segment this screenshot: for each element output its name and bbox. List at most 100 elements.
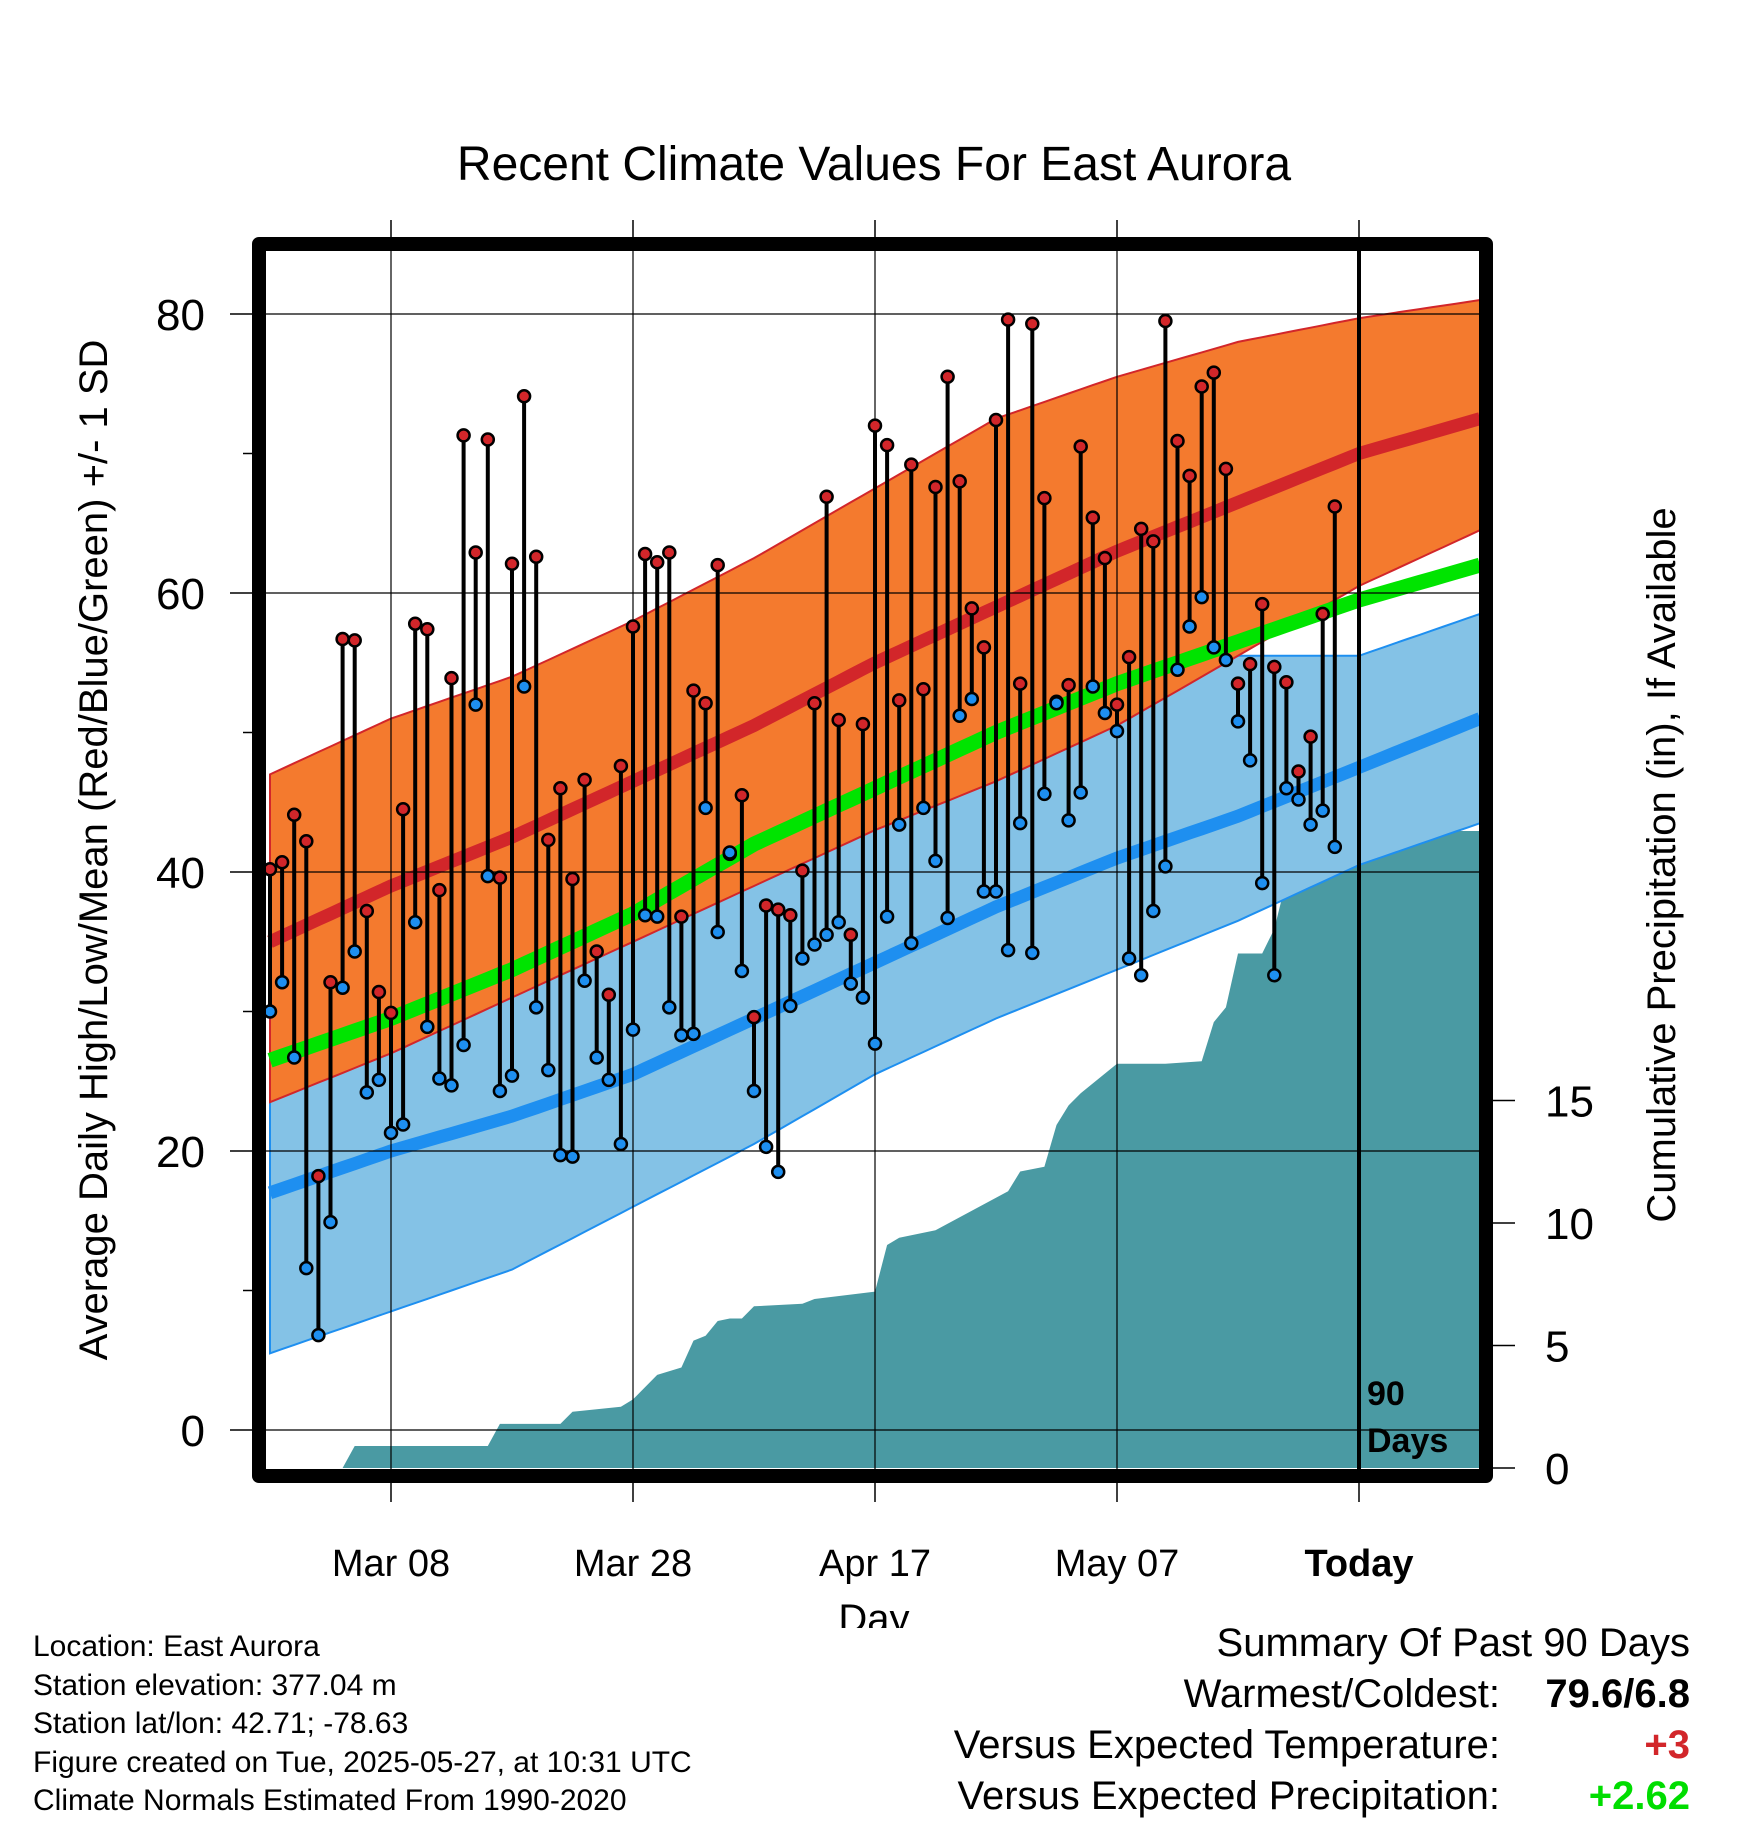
obs-low-point [662, 1000, 677, 1015]
obs-low-point [395, 1117, 411, 1132]
x-axis-label: Day [838, 1597, 909, 1628]
obs-high-point [286, 807, 302, 823]
obs-high-point [1085, 510, 1101, 525]
obs-low-point [807, 937, 822, 952]
obs-high-point [1206, 365, 1222, 380]
obs-low-point [891, 817, 907, 832]
obs-high-point [1279, 675, 1294, 690]
obs-low-point [952, 708, 967, 724]
obs-low-point [1061, 813, 1076, 828]
obs-low-point [480, 868, 496, 884]
obs-high-point [1242, 656, 1258, 672]
obs-high-point [976, 640, 992, 655]
obs-low-point [1254, 875, 1270, 891]
today-days-number: 90 [1367, 1375, 1405, 1413]
obs-low-point [1182, 619, 1197, 634]
obs-high-point [265, 861, 278, 877]
normals-note-text: Climate Normals Estimated From 1990-2020 [33, 1784, 627, 1817]
warmest-coldest-value: 79.6/6.8 [1545, 1672, 1690, 1716]
obs-high-point [758, 898, 774, 913]
obs-low-point [516, 679, 532, 694]
summary-panel: Summary Of Past 90 Days Warmest/Coldest:… [954, 1618, 1690, 1822]
obs-low-point [444, 1078, 459, 1093]
obs-low-point [1291, 792, 1306, 807]
obs-low-point [843, 976, 859, 991]
obs-low-point [359, 1085, 375, 1100]
obs-low-point [770, 1164, 786, 1180]
obs-low-point [976, 884, 992, 899]
obs-high-point [577, 772, 592, 788]
y2-tick-label: 10 [1545, 1200, 1594, 1249]
obs-low-point [504, 1068, 520, 1083]
obs-low-point [1242, 753, 1258, 768]
precip-area [270, 831, 1480, 1468]
y-tick-label: 20 [156, 1128, 205, 1177]
x-tick-label: Mar 08 [332, 1543, 450, 1585]
obs-low-point [1025, 945, 1040, 961]
obs-high-point [1146, 534, 1161, 549]
obs-low-point [407, 914, 423, 930]
obs-high-point [1061, 677, 1076, 693]
obs-low-point [1085, 679, 1101, 694]
obs-high-point [1121, 649, 1137, 665]
x-tick-label: May 07 [1055, 1543, 1180, 1585]
elevation-text: Station elevation: 377.04 m [33, 1668, 397, 1702]
obs-high-point [928, 479, 943, 495]
obs-low-point [371, 1072, 387, 1088]
obs-low-point [468, 697, 483, 712]
obs-high-point [940, 369, 955, 385]
obs-high-point [1254, 596, 1270, 612]
obs-high-point [783, 907, 798, 923]
obs-high-point [795, 863, 810, 878]
obs-high-point [371, 984, 387, 1000]
obs-low-point [311, 1327, 326, 1343]
y-axis-label: Average Daily High/Low/Mean (Red/Blue/Gr… [72, 340, 116, 1361]
obs-low-point [1327, 839, 1343, 855]
climate-chart: Recent Climate Values For East Aurora Da… [72, 138, 1684, 1628]
obs-low-point [674, 1027, 689, 1043]
obs-low-point [432, 1071, 447, 1086]
obs-low-point [1121, 951, 1137, 966]
obs-high-point [395, 801, 411, 817]
obs-high-point [1291, 764, 1306, 779]
obs-high-point [879, 437, 895, 453]
obs-low-point [1146, 903, 1161, 919]
plot-content: 90 Days [265, 250, 1480, 1470]
obs-high-point [662, 545, 677, 560]
created-text: Figure created on Tue, 2025-05-27, at 10… [33, 1745, 692, 1779]
y-tick-label: 40 [156, 849, 205, 898]
obs-low-point [904, 935, 919, 951]
obs-high-point [686, 683, 701, 698]
x-tick-label: Today [1304, 1543, 1413, 1585]
warmest-coldest-row: Warmest/Coldest: 79.6/6.8 [954, 1669, 1690, 1720]
obs-low-point [758, 1139, 774, 1155]
obs-low-point [867, 1036, 883, 1051]
obs-low-point [589, 1050, 604, 1065]
temp-anomaly-value: +3 [1644, 1723, 1690, 1767]
obs-high-point [855, 716, 871, 732]
obs-low-point [492, 1083, 508, 1099]
obs-low-point [1267, 967, 1282, 983]
obs-high-point [1170, 433, 1185, 449]
obs-high-point [420, 622, 435, 637]
obs-high-point [1037, 490, 1052, 506]
chart-title: Recent Climate Values For East Aurora [457, 138, 1291, 191]
obs-high-point [444, 670, 459, 686]
obs-high-point [1097, 550, 1113, 566]
obs-high-point [432, 882, 447, 898]
obs-high-point [613, 758, 629, 774]
obs-high-point [480, 432, 496, 447]
obs-low-point [299, 1260, 314, 1276]
y2-tick-label: 0 [1545, 1445, 1569, 1494]
obs-low-point [1206, 640, 1222, 655]
y-tick-label: 0 [181, 1407, 205, 1456]
obs-low-point [1049, 695, 1064, 711]
obs-high-point [734, 788, 750, 803]
obs-high-point [952, 474, 967, 489]
obs-low-point [286, 1050, 302, 1065]
obs-low-point [601, 1072, 617, 1088]
y-tick-label: 60 [156, 570, 205, 619]
obs-high-point [916, 682, 931, 697]
obs-high-point [698, 695, 713, 711]
obs-high-point [1194, 379, 1209, 394]
